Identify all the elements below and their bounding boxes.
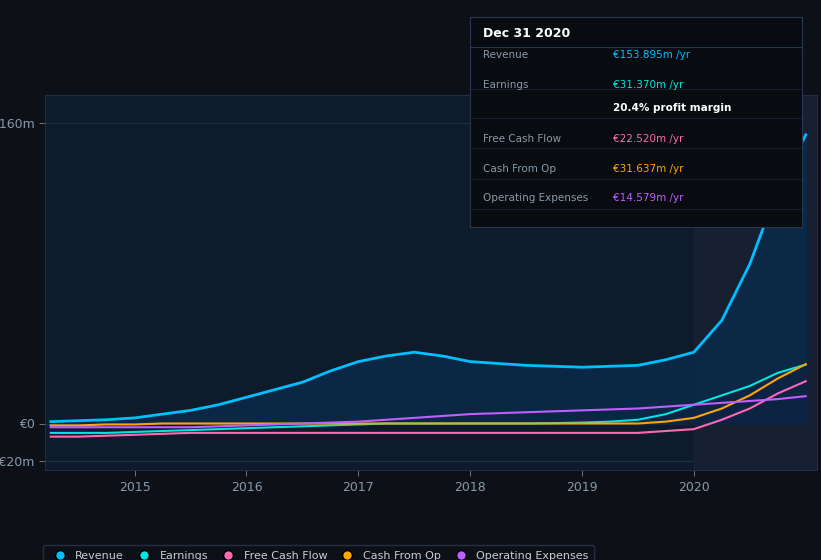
Text: Earnings: Earnings — [483, 80, 529, 90]
Text: Dec 31 2020: Dec 31 2020 — [483, 27, 570, 40]
Legend: Revenue, Earnings, Free Cash Flow, Cash From Op, Operating Expenses: Revenue, Earnings, Free Cash Flow, Cash … — [43, 545, 594, 560]
Text: €31.370m /yr: €31.370m /yr — [612, 80, 683, 90]
Text: €31.637m /yr: €31.637m /yr — [612, 164, 683, 174]
Text: Revenue: Revenue — [483, 50, 528, 60]
Text: €22.520m /yr: €22.520m /yr — [612, 134, 683, 144]
Text: €153.895m /yr: €153.895m /yr — [612, 50, 690, 60]
Text: Operating Expenses: Operating Expenses — [483, 193, 588, 203]
Text: €14.579m /yr: €14.579m /yr — [612, 193, 683, 203]
Text: Free Cash Flow: Free Cash Flow — [483, 134, 561, 144]
Text: Cash From Op: Cash From Op — [483, 164, 556, 174]
Text: 20.4% profit margin: 20.4% profit margin — [612, 103, 731, 113]
Bar — [694, 95, 817, 470]
